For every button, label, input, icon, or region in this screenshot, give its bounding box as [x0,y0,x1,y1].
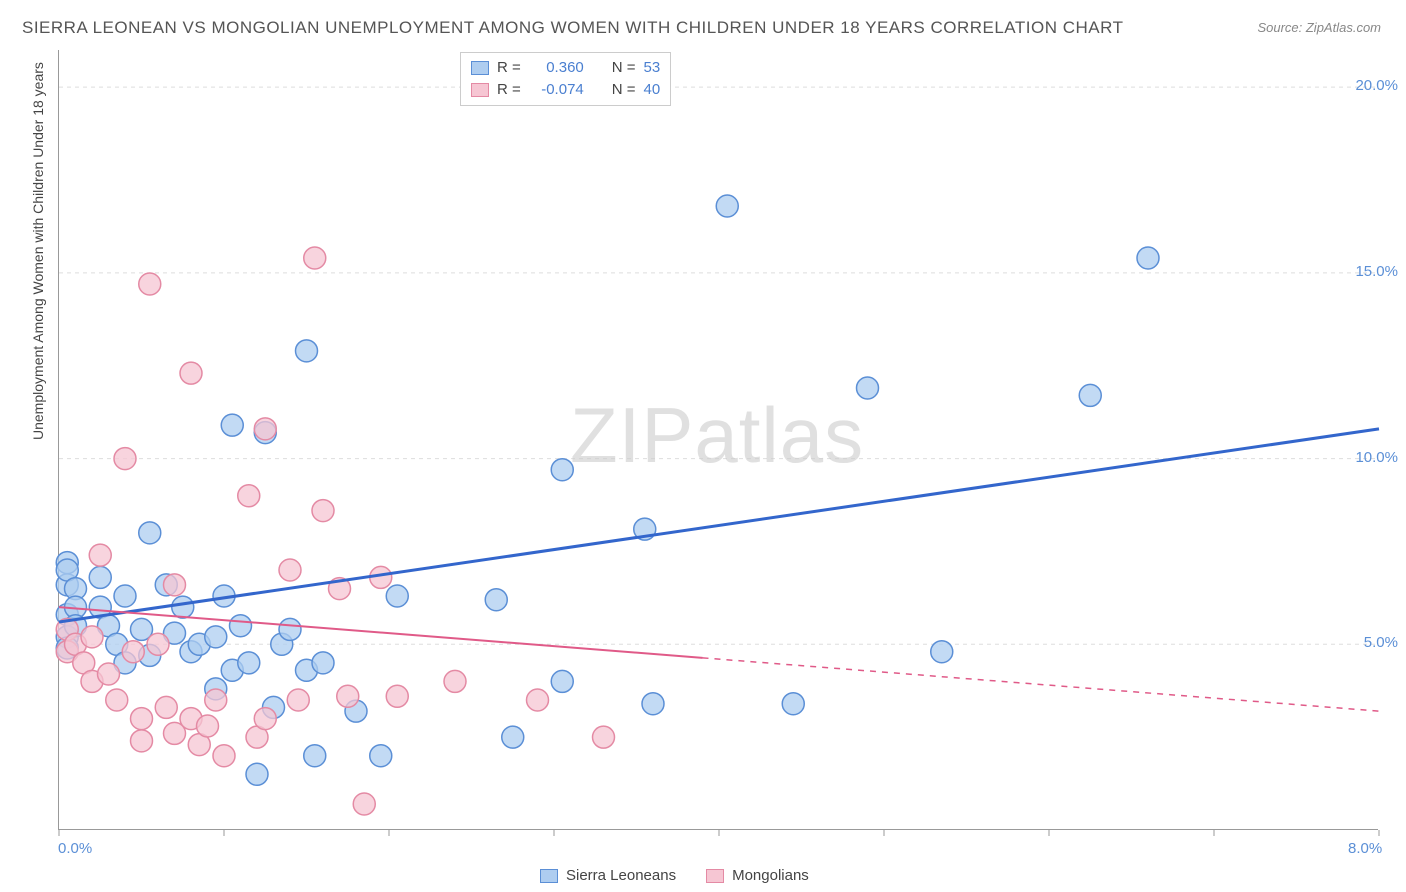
data-point [221,414,243,436]
n-label: N = [612,57,636,79]
data-point [246,763,268,785]
data-point [287,689,309,711]
data-point [197,715,219,737]
data-point [1137,247,1159,269]
data-point [114,585,136,607]
legend-series-label: Mongolians [732,867,809,884]
legend-swatch [706,869,724,883]
data-point [931,641,953,663]
legend-correlation-row: R = 0.360 N = 53 [471,57,660,79]
data-point [213,745,235,767]
data-point [172,596,194,618]
legend-swatch [471,83,489,97]
data-point [551,670,573,692]
data-point [370,745,392,767]
r-value: -0.074 [529,79,584,101]
data-point [164,574,186,596]
legend-series-item: Mongolians [706,867,809,884]
data-point [155,696,177,718]
data-point [527,689,549,711]
data-point [81,626,103,648]
data-point [180,362,202,384]
plot-area [58,50,1378,830]
y-tick-label: 10.0% [1355,449,1398,466]
data-point [782,693,804,715]
source-label: Source: ZipAtlas.com [1257,20,1381,35]
data-point [502,726,524,748]
r-value: 0.360 [529,57,584,79]
data-point [312,652,334,674]
data-point [205,626,227,648]
trend-line [59,429,1379,622]
data-point [131,730,153,752]
data-point [238,652,260,674]
data-point [716,195,738,217]
legend-series: Sierra Leoneans Mongolians [540,867,809,884]
data-point [857,377,879,399]
x-tick-label: 0.0% [58,840,92,857]
data-point [337,685,359,707]
data-point [279,559,301,581]
data-point [122,641,144,663]
data-point [642,693,664,715]
data-point [230,615,252,637]
data-point [131,708,153,730]
data-point [551,459,573,481]
data-point [279,618,301,640]
data-point [139,522,161,544]
legend-series-label: Sierra Leoneans [566,867,676,884]
data-point [353,793,375,815]
chart-container: SIERRA LEONEAN VS MONGOLIAN UNEMPLOYMENT… [0,0,1406,892]
data-point [147,633,169,655]
data-point [312,500,334,522]
data-point [485,589,507,611]
legend-correlation: R = 0.360 N = 53 R = -0.074 N = 40 [460,52,671,106]
legend-swatch [540,869,558,883]
x-tick-label: 8.0% [1348,840,1382,857]
data-point [386,585,408,607]
data-point [89,544,111,566]
data-point [444,670,466,692]
data-point [304,247,326,269]
y-tick-label: 5.0% [1364,634,1398,651]
data-point [254,418,276,440]
plot-svg [59,50,1378,829]
y-tick-label: 20.0% [1355,77,1398,94]
n-value: 40 [644,79,661,101]
r-label: R = [497,57,521,79]
data-point [304,745,326,767]
n-value: 53 [644,57,661,79]
data-point [1079,384,1101,406]
legend-correlation-row: R = -0.074 N = 40 [471,79,660,101]
data-point [106,689,128,711]
chart-title: SIERRA LEONEAN VS MONGOLIAN UNEMPLOYMENT… [22,18,1123,38]
data-point [139,273,161,295]
data-point [114,448,136,470]
data-point [296,340,318,362]
data-point [386,685,408,707]
y-tick-label: 15.0% [1355,263,1398,280]
y-axis-label: Unemployment Among Women with Children U… [30,62,46,440]
data-point [205,689,227,711]
legend-series-item: Sierra Leoneans [540,867,676,884]
data-point [254,708,276,730]
data-point [89,566,111,588]
legend-swatch [471,61,489,75]
r-label: R = [497,79,521,101]
data-point [238,485,260,507]
data-point [98,663,120,685]
n-label: N = [612,79,636,101]
data-point [593,726,615,748]
